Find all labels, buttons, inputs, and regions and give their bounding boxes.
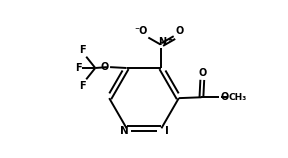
Text: O: O bbox=[175, 26, 183, 36]
Text: N: N bbox=[158, 37, 166, 47]
Text: I: I bbox=[165, 126, 169, 136]
Text: +: + bbox=[167, 37, 173, 43]
Text: F: F bbox=[75, 63, 81, 73]
Text: ⁻O: ⁻O bbox=[134, 26, 147, 36]
Text: O: O bbox=[198, 68, 206, 78]
Text: CH₃: CH₃ bbox=[229, 93, 247, 102]
Text: F: F bbox=[79, 45, 85, 55]
Text: F: F bbox=[79, 81, 85, 91]
Text: N: N bbox=[120, 126, 128, 136]
Text: O: O bbox=[101, 62, 109, 72]
Text: O: O bbox=[220, 92, 228, 102]
